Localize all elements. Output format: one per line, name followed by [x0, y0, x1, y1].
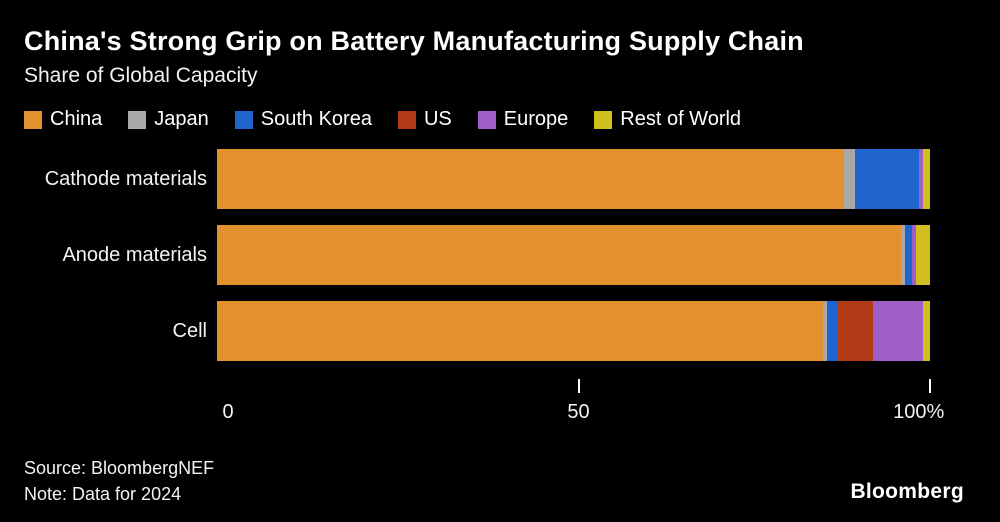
bar-row: Cathode materials [24, 149, 976, 210]
category-label: Anode materials [62, 243, 207, 266]
bar-segment-us [837, 301, 873, 362]
axis-label-0: 0 [222, 401, 234, 424]
bar-segment-europe [872, 301, 923, 362]
bar-segment-rest-of-world [915, 225, 930, 286]
bar-segment-europe [912, 225, 916, 286]
stacked-bar [217, 301, 930, 362]
bar-segment-china [217, 149, 845, 210]
plot-area: Cathode materials Anode materials Cell [24, 149, 976, 362]
bar-segment-china [217, 301, 824, 362]
bar-segment-south-korea [905, 225, 913, 286]
bar-segment-rest-of-world [922, 301, 930, 362]
bar-segment-japan [901, 225, 906, 286]
footer: Source: BloombergNEF Note: Data for 2024 [24, 455, 976, 507]
bar-segment-europe [919, 149, 923, 210]
bar-segment-rest-of-world [922, 149, 930, 210]
bar-row: Cell [24, 301, 976, 362]
legend-label: Europe [503, 108, 569, 131]
axis-label-100: 100% [893, 401, 945, 424]
category-label: Cell [172, 319, 207, 342]
legend-swatch-icon [477, 110, 496, 129]
legend-label: US [423, 108, 452, 131]
legend-item-rest-of-world: Rest of World [594, 108, 741, 131]
legend: China Japan South Korea US Europe Rest of Wor… [24, 108, 976, 131]
stacked-bar [217, 149, 930, 210]
legend-swatch-icon [234, 110, 253, 129]
bloomberg-logo: Bloomberg [850, 480, 964, 503]
legend-label: Rest of World [620, 108, 742, 131]
chart-title: China's Strong Grip on Battery Manufactu… [24, 26, 804, 56]
x-axis: 0 50 100% [223, 377, 944, 429]
legend-label: China [50, 108, 103, 131]
legend-swatch-icon [594, 110, 613, 129]
category-label: Cathode materials [44, 167, 207, 190]
bar-segment-japan [823, 301, 827, 362]
legend-swatch-icon [128, 110, 147, 129]
bar-segment-south-korea [826, 301, 838, 362]
stacked-bar [217, 225, 930, 286]
legend-swatch-icon [24, 110, 42, 129]
bar-segment-china [217, 225, 902, 286]
legend-item-south-korea: South Korea [234, 108, 372, 131]
legend-item-europe: Europe [477, 108, 569, 131]
source-text: Source: BloombergNEF [24, 458, 215, 479]
axis-label-50: 50 [567, 401, 590, 424]
chart-subtitle: Share of Global Capacity [24, 64, 258, 88]
bar-segment-japan [844, 149, 856, 210]
legend-item-us: US [397, 108, 452, 131]
legend-label: South Korea [260, 108, 372, 131]
legend-item-china: China [24, 108, 102, 131]
axis-tick-100 [929, 379, 931, 394]
bar-segment-south-korea [855, 149, 920, 210]
legend-swatch-icon [397, 110, 416, 129]
note-text: Note: Data for 2024 [24, 484, 182, 505]
bar-row: Anode materials [24, 225, 976, 286]
legend-label: Japan [154, 108, 209, 131]
axis-tick-50 [577, 379, 580, 394]
legend-item-japan: Japan [128, 108, 209, 131]
